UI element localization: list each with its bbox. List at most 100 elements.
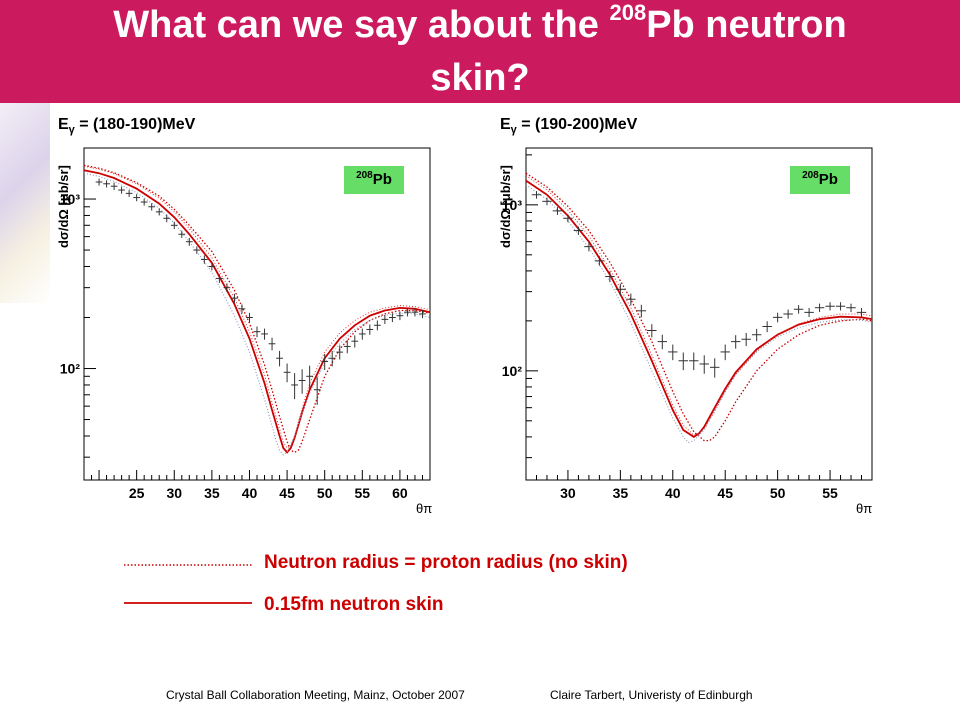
data-point bbox=[762, 321, 772, 333]
x-tick-label: 50 bbox=[317, 485, 333, 501]
theory-curve-solid bbox=[83, 169, 431, 454]
data-point bbox=[306, 365, 314, 389]
data-point bbox=[328, 350, 336, 367]
data-point bbox=[208, 262, 216, 271]
data-point bbox=[261, 328, 268, 340]
energy-label: Eγ = (180-190)MeV bbox=[58, 116, 196, 137]
theory-curve-solid bbox=[525, 179, 873, 438]
data-point bbox=[419, 309, 426, 319]
data-point bbox=[185, 237, 193, 246]
data-point bbox=[321, 353, 329, 371]
data-point bbox=[411, 308, 419, 317]
data-point bbox=[783, 309, 793, 319]
data-point bbox=[626, 293, 636, 306]
data-point bbox=[730, 335, 741, 349]
data-point bbox=[95, 178, 103, 186]
data-point bbox=[283, 363, 291, 383]
data-point bbox=[216, 274, 223, 283]
data-point bbox=[103, 180, 110, 188]
data-point bbox=[110, 182, 118, 191]
chart-right: 30 35 40 45 50 55 10² 10³ bbox=[502, 147, 873, 501]
y-tick-label: 10² bbox=[502, 363, 523, 379]
background-decoration bbox=[0, 103, 50, 303]
data-point bbox=[373, 320, 381, 331]
x-axis-label: θπ bbox=[416, 501, 433, 516]
data-point bbox=[343, 340, 351, 354]
x-tick-label: 35 bbox=[204, 485, 220, 501]
pb208-badge: 208Pb bbox=[790, 166, 850, 194]
data-point bbox=[563, 214, 573, 223]
data-point bbox=[148, 203, 156, 211]
plot-frame bbox=[525, 147, 873, 481]
data-point bbox=[856, 308, 867, 318]
slide-title-line2: skin? bbox=[430, 57, 530, 99]
data-point bbox=[118, 186, 125, 194]
data-point bbox=[125, 190, 133, 197]
theory-curve-dotted bbox=[83, 164, 431, 454]
footer-right: Claire Tarbert, Univeristy of Edinburgh bbox=[550, 688, 753, 702]
data-point bbox=[396, 311, 404, 321]
data-point bbox=[253, 326, 261, 338]
data-point bbox=[615, 283, 626, 296]
x-tick-label: 45 bbox=[717, 485, 733, 501]
data-point bbox=[793, 305, 804, 314]
x-tick-label: 55 bbox=[355, 485, 371, 501]
slide-title-line1: What can we say about the 208Pb neutron bbox=[0, 2, 960, 48]
data-point bbox=[584, 242, 594, 252]
data-point bbox=[268, 337, 276, 351]
plot-panel-left: Eγ = (180-190)MeV dσ/dΩ [μb/sr] 25 30 35 40… bbox=[50, 108, 436, 528]
data-point bbox=[170, 221, 178, 230]
legend-label: 0.15fm neutron skin bbox=[264, 594, 444, 615]
theory-curve-dotted-red bbox=[83, 165, 431, 449]
theory-curve-dotted-blue bbox=[525, 184, 873, 444]
data-point bbox=[814, 303, 825, 313]
data-point bbox=[291, 373, 298, 400]
theory-curve-dotted bbox=[525, 172, 873, 442]
data-point bbox=[246, 312, 253, 323]
data-point bbox=[594, 256, 605, 266]
x-tick-label: 30 bbox=[166, 485, 182, 501]
x-tick-label: 45 bbox=[279, 485, 295, 501]
data-point bbox=[231, 293, 238, 303]
data-point bbox=[140, 198, 148, 206]
data-point bbox=[358, 328, 366, 340]
legend-no-skin: Neutron radius = proton radius (no skin) bbox=[120, 550, 740, 580]
title-prefix: What can we say about the bbox=[113, 4, 610, 46]
data-point bbox=[689, 352, 699, 371]
data-point bbox=[825, 302, 835, 311]
data-point bbox=[678, 352, 688, 371]
data-point bbox=[381, 314, 389, 325]
data-point bbox=[313, 377, 321, 405]
data-point bbox=[741, 333, 751, 347]
data-point bbox=[668, 344, 678, 361]
legend-solid-line bbox=[124, 602, 252, 604]
chart-left: 25 30 35 40 45 50 55 60 10² 10³ bbox=[60, 147, 431, 501]
data-point bbox=[133, 194, 141, 202]
theory-curve-dotted-blue bbox=[83, 172, 431, 456]
data-point bbox=[720, 344, 730, 361]
x-tick-label: 30 bbox=[560, 485, 576, 501]
data-point bbox=[647, 324, 657, 338]
data-point bbox=[835, 302, 846, 311]
data-point bbox=[163, 214, 171, 223]
title-suffix: Pb neutron bbox=[646, 4, 847, 46]
x-axis-label: θπ bbox=[856, 501, 873, 516]
data-point bbox=[223, 283, 231, 293]
data-point bbox=[298, 369, 306, 394]
data-point bbox=[389, 313, 396, 323]
legend-label: Neutron radius = proton radius (no skin) bbox=[264, 552, 628, 573]
data-point bbox=[804, 308, 814, 318]
data-point bbox=[238, 304, 246, 314]
data-point bbox=[366, 324, 374, 335]
energy-label: Eγ = (190-200)MeV bbox=[500, 116, 638, 137]
x-tick-label: 40 bbox=[665, 485, 681, 501]
y-tick-label: 10² bbox=[60, 361, 81, 377]
footer-left: Crystal Ball Collaboration Meeting, Main… bbox=[166, 688, 465, 702]
data-point bbox=[636, 304, 647, 318]
data-point bbox=[200, 255, 208, 264]
title-bar: What can we say about the 208Pb neutron … bbox=[0, 0, 960, 103]
data-point bbox=[846, 303, 856, 313]
pb208-badge: 208Pb bbox=[344, 166, 404, 194]
plot-panel-right: Eγ = (190-200)MeV dσ/dΩ [μb/sr] 30 35 40 45… bbox=[492, 108, 878, 528]
x-tick-label: 35 bbox=[613, 485, 629, 501]
